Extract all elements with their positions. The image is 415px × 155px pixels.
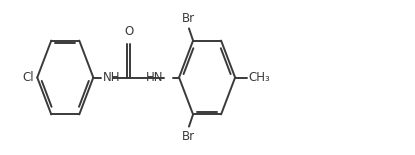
Text: CH₃: CH₃: [249, 71, 271, 84]
Text: HN: HN: [146, 71, 163, 84]
Text: Br: Br: [182, 12, 195, 25]
Text: NH: NH: [103, 71, 121, 84]
Text: Br: Br: [182, 130, 195, 143]
Text: O: O: [124, 25, 133, 38]
Text: Cl: Cl: [22, 71, 34, 84]
